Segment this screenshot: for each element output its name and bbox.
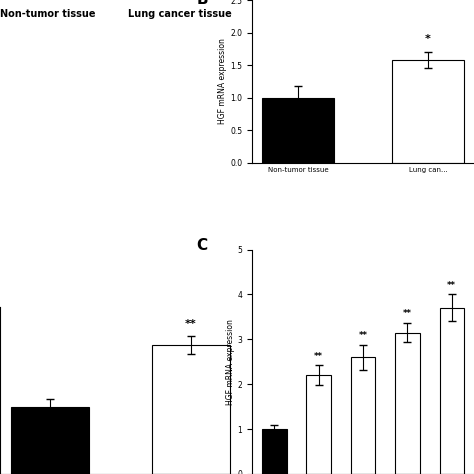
Text: **: ** — [447, 281, 456, 290]
Bar — [11, 407, 89, 474]
Bar — [262, 98, 334, 163]
Bar — [262, 429, 286, 474]
Text: *: * — [425, 34, 431, 44]
Bar — [392, 60, 464, 163]
Bar — [439, 308, 464, 474]
Text: B: B — [197, 0, 208, 7]
Bar — [307, 375, 331, 474]
Text: **: ** — [185, 319, 197, 329]
Bar — [152, 345, 229, 474]
Y-axis label: HGF mRNA expression: HGF mRNA expression — [219, 38, 228, 124]
Text: Lung cancer tissue: Lung cancer tissue — [128, 9, 232, 18]
Bar — [395, 333, 419, 474]
Text: **: ** — [403, 309, 412, 318]
Text: **: ** — [358, 331, 367, 340]
Bar — [351, 357, 375, 474]
Text: C: C — [197, 238, 208, 254]
Y-axis label: HGF mRNA expression: HGF mRNA expression — [226, 319, 235, 405]
Text: Non-tumor tissue: Non-tumor tissue — [0, 9, 96, 18]
Text: **: ** — [314, 352, 323, 361]
